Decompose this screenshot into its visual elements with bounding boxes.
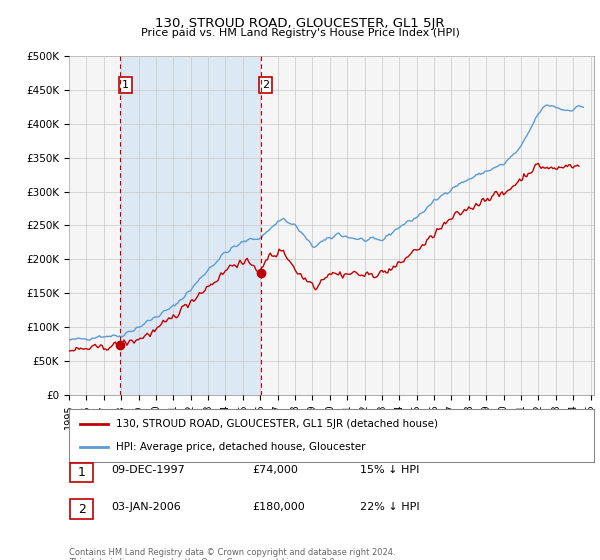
Text: 22% ↓ HPI: 22% ↓ HPI	[360, 502, 419, 512]
Text: 1: 1	[122, 80, 129, 90]
FancyBboxPatch shape	[70, 500, 93, 519]
Text: 09-DEC-1997: 09-DEC-1997	[111, 465, 185, 475]
Text: 1: 1	[77, 466, 86, 479]
Text: 03-JAN-2006: 03-JAN-2006	[111, 502, 181, 512]
Text: HPI: Average price, detached house, Gloucester: HPI: Average price, detached house, Glou…	[116, 442, 366, 452]
Text: £180,000: £180,000	[252, 502, 305, 512]
Text: 2: 2	[262, 80, 269, 90]
Text: 2: 2	[77, 502, 86, 516]
Text: £74,000: £74,000	[252, 465, 298, 475]
FancyBboxPatch shape	[70, 463, 93, 482]
Text: 130, STROUD ROAD, GLOUCESTER, GL1 5JR (detached house): 130, STROUD ROAD, GLOUCESTER, GL1 5JR (d…	[116, 419, 438, 429]
Text: Contains HM Land Registry data © Crown copyright and database right 2024.
This d: Contains HM Land Registry data © Crown c…	[69, 548, 395, 560]
Text: 130, STROUD ROAD, GLOUCESTER, GL1 5JR: 130, STROUD ROAD, GLOUCESTER, GL1 5JR	[155, 17, 445, 30]
Text: Price paid vs. HM Land Registry's House Price Index (HPI): Price paid vs. HM Land Registry's House …	[140, 28, 460, 38]
Text: 15% ↓ HPI: 15% ↓ HPI	[360, 465, 419, 475]
Bar	[120, 56, 260, 395]
